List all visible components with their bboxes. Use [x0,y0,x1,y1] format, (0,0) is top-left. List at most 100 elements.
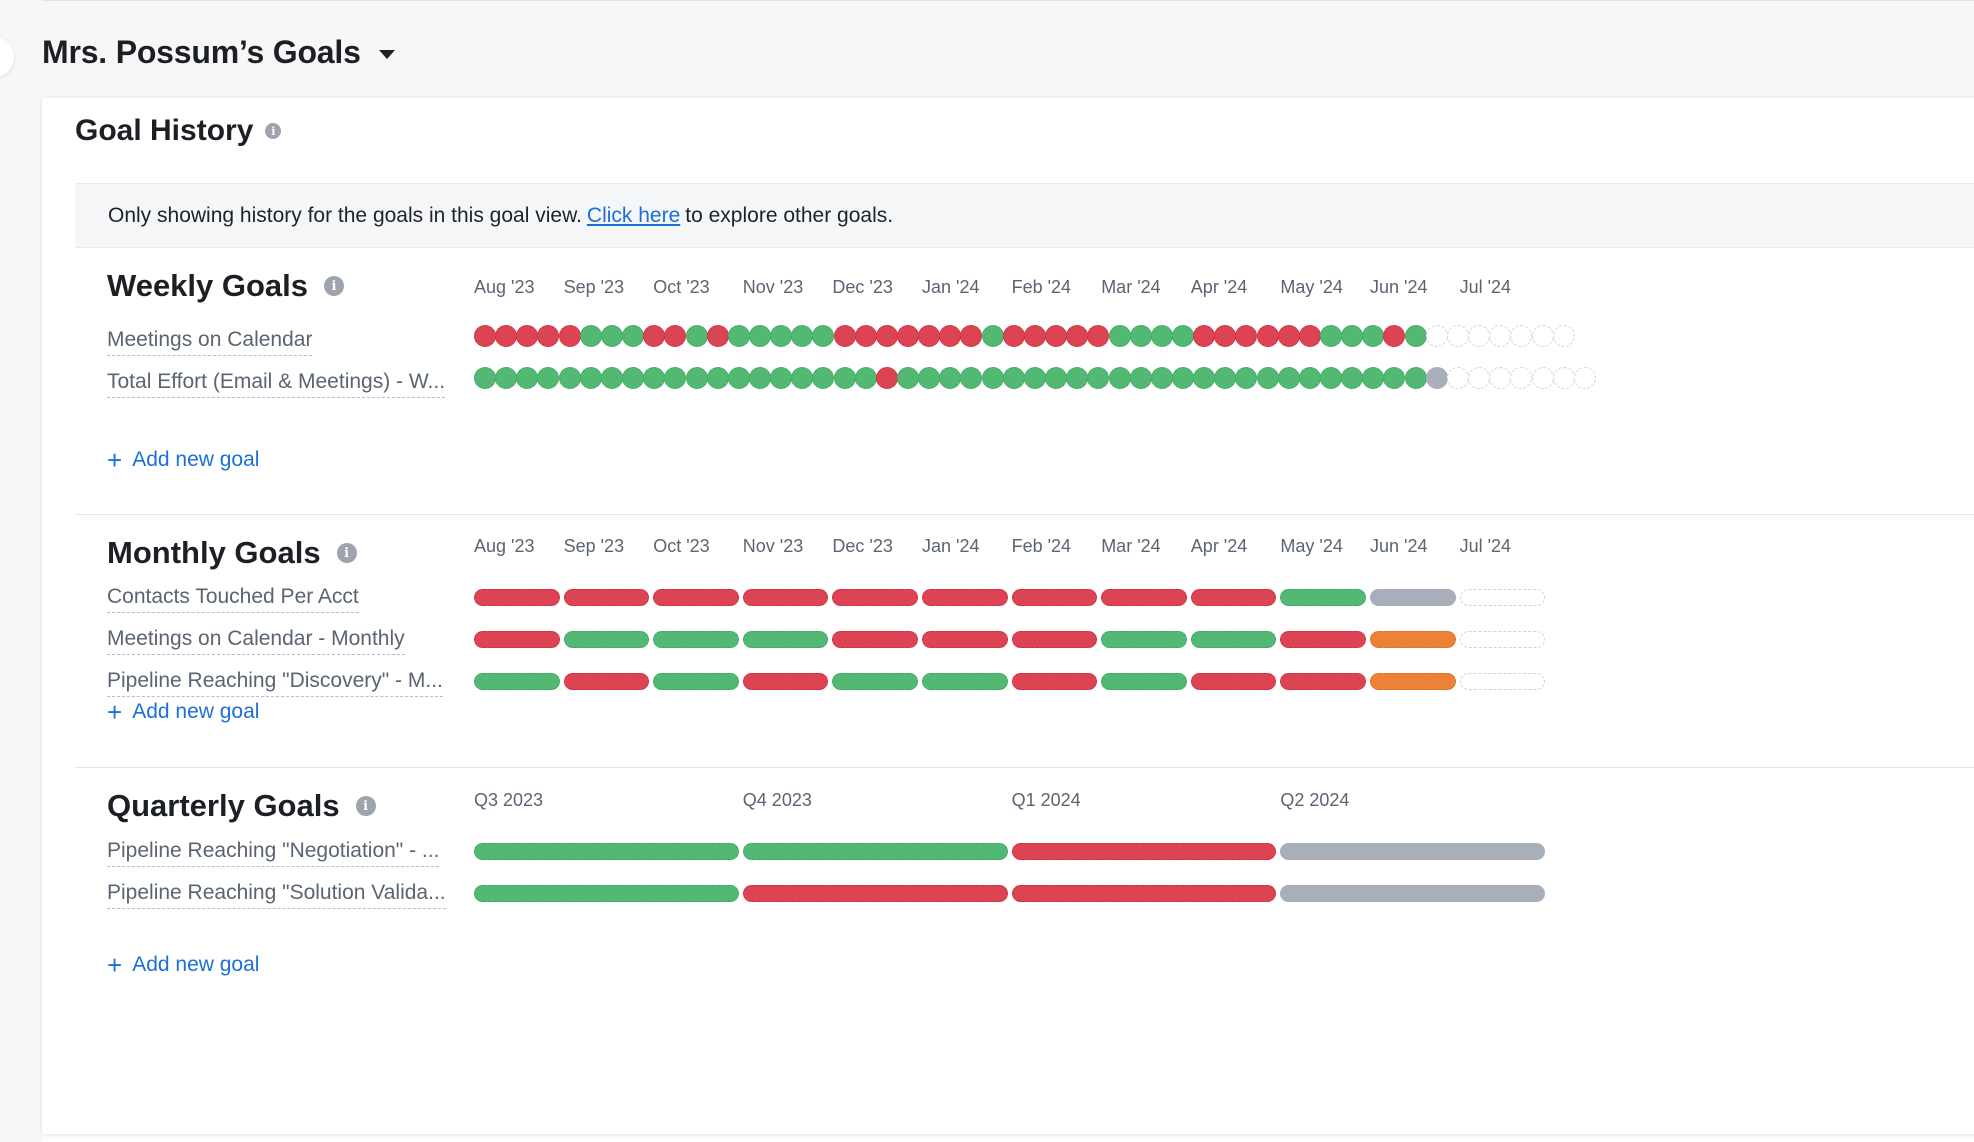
week-status-dot-red[interactable] [1045,325,1068,347]
week-status-dot-green[interactable] [960,367,983,389]
week-status-dot-red[interactable] [643,325,666,347]
week-status-dot-red[interactable] [939,325,962,347]
goal-name-link[interactable]: Meetings on Calendar [107,328,313,356]
info-icon[interactable]: i [324,276,345,296]
quarter-status-bar-green[interactable] [474,843,739,860]
month-status-bar-green[interactable] [742,631,829,648]
week-status-dot-green[interactable] [1150,325,1173,347]
week-status-dot-red[interactable] [960,325,983,347]
week-status-dot-green[interactable] [1108,367,1131,389]
week-status-dot-green[interactable] [1235,367,1258,389]
week-status-dot-red[interactable] [875,367,898,389]
month-status-bar-orange[interactable] [1370,631,1456,648]
week-status-dot-green[interactable] [939,367,962,389]
week-status-dot-red[interactable] [1087,325,1110,347]
week-status-dot-red[interactable] [537,325,560,347]
week-status-dot-red[interactable] [1193,325,1216,347]
week-status-dot-red[interactable] [854,325,877,347]
month-status-bar-green[interactable] [653,631,739,648]
week-status-dot-green[interactable] [748,325,771,347]
month-status-bar-red[interactable] [832,631,918,648]
month-status-bar-red[interactable] [742,673,829,690]
caret-down-icon[interactable] [378,50,395,59]
week-status-dot-green[interactable] [600,367,623,389]
week-status-dot-green[interactable] [854,367,877,389]
week-status-dot-green[interactable] [622,325,645,347]
month-status-bar-red[interactable] [563,589,650,606]
week-status-dot-green[interactable] [1362,367,1385,389]
week-status-dot-green[interactable] [474,367,496,389]
week-status-dot-green[interactable] [685,325,708,347]
week-status-dot-green[interactable] [1108,325,1131,347]
week-status-dot-red[interactable] [897,325,919,347]
goal-name-link[interactable]: Total Effort (Email & Meetings) - W... [107,370,446,398]
week-status-dot-gray[interactable] [1425,367,1448,389]
quarter-status-bar-green[interactable] [474,885,739,902]
week-status-dot-green[interactable] [748,367,771,389]
week-status-dot-red[interactable] [516,325,539,347]
week-status-dot-green[interactable] [1404,325,1427,347]
week-status-dot-green[interactable] [1087,367,1110,389]
month-status-bar-red[interactable] [922,631,1008,648]
week-status-dot-green[interactable] [643,367,666,389]
week-status-dot-red[interactable] [1066,325,1089,347]
week-status-dot-green[interactable] [791,325,814,347]
add-monthly-goal-button[interactable]: + Add new goal [107,699,259,725]
month-status-bar-green[interactable] [563,631,650,648]
week-status-dot-green[interactable] [1341,325,1364,347]
week-status-dot-green[interactable] [579,325,602,347]
week-status-dot-green[interactable] [1320,367,1342,389]
week-status-dot-red[interactable] [833,325,856,347]
week-status-dot-green[interactable] [918,367,941,389]
week-status-dot-red[interactable] [1235,325,1258,347]
month-status-bar-red[interactable] [563,673,650,690]
goal-name-link[interactable]: Pipeline Reaching "Discovery" - M... [107,669,443,697]
quarter-status-bar-red[interactable] [742,885,1008,902]
week-status-dot-red[interactable] [474,325,496,347]
month-status-bar-red[interactable] [474,631,560,648]
week-status-dot-green[interactable] [1320,325,1342,347]
week-status-dot-green[interactable] [1045,367,1068,389]
month-status-bar-red[interactable] [1280,631,1366,648]
goal-name-link[interactable]: Pipeline Reaching "Solution Valida... [107,881,446,909]
week-status-dot-green[interactable] [833,367,856,389]
goal-name-link[interactable]: Pipeline Reaching "Negotiation" - ... [107,839,440,867]
quarter-status-bar-gray[interactable] [1280,885,1546,902]
week-status-dot-green[interactable] [516,367,539,389]
week-status-dot-green[interactable] [897,367,919,389]
week-status-dot-green[interactable] [1129,367,1152,389]
week-status-dot-red[interactable] [1002,325,1025,347]
week-status-dot-green[interactable] [622,367,645,389]
goal-name-link[interactable]: Meetings on Calendar - Monthly [107,627,405,655]
month-status-bar-red[interactable] [653,589,739,606]
quarter-status-bar-green[interactable] [742,843,1008,860]
week-status-dot-red[interactable] [918,325,941,347]
week-status-dot-green[interactable] [1171,367,1194,389]
week-status-dot-green[interactable] [791,367,814,389]
quarter-status-bar-gray[interactable] [1280,843,1546,860]
info-icon[interactable]: i [336,543,357,563]
info-icon[interactable]: i [265,123,282,139]
month-status-bar-gray[interactable] [1370,589,1456,606]
month-status-bar-red[interactable] [1190,589,1277,606]
week-status-dot-green[interactable] [1193,367,1216,389]
week-status-dot-red[interactable] [558,325,581,347]
week-status-dot-green[interactable] [1298,367,1321,389]
month-status-bar-green[interactable] [1101,673,1187,690]
week-status-dot-green[interactable] [727,367,750,389]
week-status-dot-green[interactable] [1362,325,1385,347]
month-status-bar-green[interactable] [1101,631,1187,648]
week-status-dot-green[interactable] [1171,325,1194,347]
week-status-dot-green[interactable] [600,325,623,347]
week-status-dot-green[interactable] [1129,325,1152,347]
info-icon[interactable]: i [355,796,376,816]
week-status-dot-green[interactable] [1341,367,1364,389]
week-status-dot-green[interactable] [1066,367,1089,389]
week-status-dot-red[interactable] [1214,325,1237,347]
week-status-dot-red[interactable] [495,325,518,347]
week-status-dot-green[interactable] [1214,367,1237,389]
goal-name-link[interactable]: Contacts Touched Per Acct [107,585,359,613]
month-status-bar-red[interactable] [832,589,918,606]
week-status-dot-green[interactable] [812,325,835,347]
week-status-dot-green[interactable] [812,367,835,389]
